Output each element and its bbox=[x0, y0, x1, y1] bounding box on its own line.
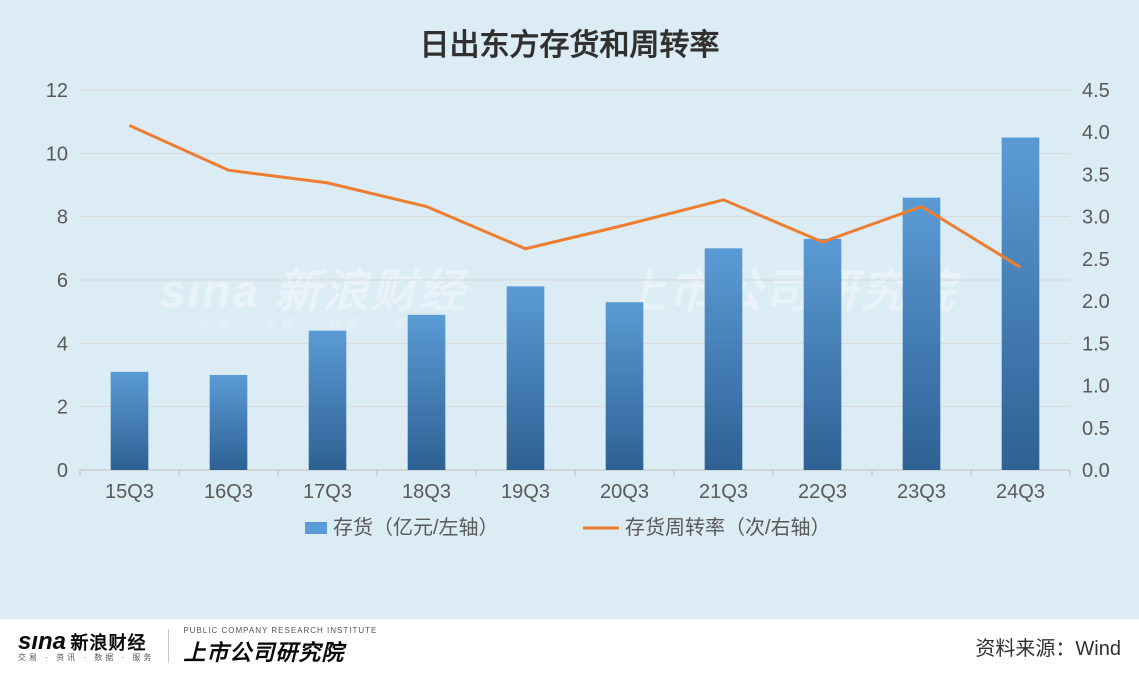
x-tick-label: 24Q3 bbox=[996, 481, 1045, 503]
y-right-tick-label: 2.0 bbox=[1082, 291, 1110, 313]
data-source-text: 资料来源：Wind bbox=[975, 632, 1121, 661]
sina-logo-side: 新浪财经 bbox=[70, 633, 146, 653]
x-tick-label: 22Q3 bbox=[798, 481, 847, 503]
institute-main: 上市公司研究院 bbox=[183, 635, 377, 667]
x-tick-label: 21Q3 bbox=[699, 481, 748, 503]
bar bbox=[1002, 138, 1040, 471]
y-left-tick-label: 6 bbox=[57, 270, 68, 292]
bar bbox=[705, 248, 743, 470]
footer-divider bbox=[168, 629, 169, 663]
legend-line-label: 存货周转率（次/右轴） bbox=[625, 516, 831, 539]
legend: 存货（亿元/左轴） 存货周转率（次/右轴） bbox=[305, 516, 831, 539]
sina-logo-sub: 交易 · 资讯 · 数据 · 服务 bbox=[18, 654, 154, 662]
y-right-tick-label: 3.0 bbox=[1082, 207, 1110, 229]
y-right-tick-label: 1.5 bbox=[1082, 333, 1110, 355]
bar bbox=[606, 302, 644, 470]
bar bbox=[210, 375, 248, 470]
x-tick-label: 20Q3 bbox=[600, 481, 649, 503]
y-right-tick-label: 3.5 bbox=[1082, 164, 1110, 186]
y-left-tick-label: 4 bbox=[57, 333, 68, 355]
x-tick-label: 18Q3 bbox=[402, 481, 451, 503]
line-series bbox=[130, 125, 1021, 267]
x-tick-label: 15Q3 bbox=[105, 481, 154, 503]
combo-chart: 0 2 4 6 8 10 12 0.0 0.5 1.0 1.5 2.0 2.5 3.0 3.5 4.0 4.5 1… bbox=[0, 0, 1139, 619]
bar bbox=[111, 372, 149, 470]
footer-bar: sına 新浪财经 交易 · 资讯 · 数据 · 服务 PUBLIC COMPA… bbox=[0, 619, 1139, 673]
x-tick-label: 16Q3 bbox=[204, 481, 253, 503]
institute-logo: PUBLIC COMPANY RESEARCH INSTITUTE 上市公司研究… bbox=[183, 626, 377, 667]
x-tick-label: 23Q3 bbox=[897, 481, 946, 503]
y-left-tick-label: 12 bbox=[46, 80, 68, 102]
bar bbox=[507, 286, 545, 470]
sina-logo: sına 新浪财经 交易 · 资讯 · 数据 · 服务 bbox=[18, 630, 154, 662]
legend-bar-swatch bbox=[305, 522, 327, 534]
institute-sub: PUBLIC COMPANY RESEARCH INSTITUTE bbox=[183, 626, 377, 635]
x-tick-label: 19Q3 bbox=[501, 481, 550, 503]
footer-logos: sına 新浪财经 交易 · 资讯 · 数据 · 服务 PUBLIC COMPA… bbox=[18, 626, 377, 667]
y-right-tick-label: 4.5 bbox=[1082, 80, 1110, 102]
y-right-tick-label: 1.0 bbox=[1082, 376, 1110, 398]
y-left-tick-label: 0 bbox=[57, 460, 68, 482]
bar bbox=[903, 198, 941, 470]
y-left-tick-label: 8 bbox=[57, 207, 68, 229]
bar bbox=[804, 239, 842, 470]
y-left-tick-label: 10 bbox=[46, 143, 68, 165]
x-tick-label: 17Q3 bbox=[303, 481, 352, 503]
y-right-tick-label: 0.0 bbox=[1082, 460, 1110, 482]
y-right-tick-label: 4.0 bbox=[1082, 122, 1110, 144]
bar bbox=[309, 331, 347, 470]
sina-logo-main: sına bbox=[18, 628, 66, 655]
bar bbox=[408, 315, 446, 470]
y-left-tick-label: 2 bbox=[57, 397, 68, 419]
y-right-tick-label: 0.5 bbox=[1082, 418, 1110, 440]
legend-bar-label: 存货（亿元/左轴） bbox=[333, 516, 499, 539]
y-right-tick-label: 2.5 bbox=[1082, 249, 1110, 271]
